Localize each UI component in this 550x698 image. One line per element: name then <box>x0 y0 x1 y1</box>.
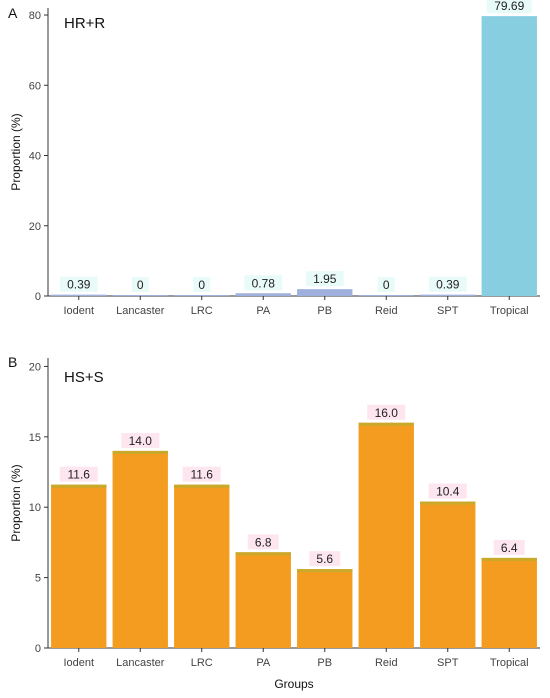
x-tick-label: LRC <box>191 657 213 669</box>
bar-top-edge <box>297 569 353 573</box>
x-tick-label: Iodent <box>63 305 94 317</box>
data-label-background <box>493 539 525 555</box>
data-label: 0.39 <box>67 278 91 292</box>
data-label: 1.95 <box>313 272 337 286</box>
x-axis-label: Groups <box>274 677 313 691</box>
data-label: 79.69 <box>494 0 524 13</box>
bar <box>358 295 414 296</box>
bar-top-edge <box>112 450 168 454</box>
panel-b: B HS+S Proportion (%) 0 5 10 15 20 11.6 Iodent 14.… <box>8 354 540 691</box>
bar <box>174 484 230 648</box>
data-label: 10.4 <box>436 485 460 499</box>
bar <box>481 16 537 297</box>
y-tick-label: 20 <box>29 221 41 233</box>
x-tick-label: PA <box>256 305 271 317</box>
data-label: 14.0 <box>129 434 153 448</box>
data-label-background <box>305 271 344 287</box>
bar <box>420 501 476 648</box>
bar <box>51 484 107 648</box>
bar <box>297 289 353 296</box>
data-label-background <box>428 483 467 499</box>
y-tick-label: 20 <box>29 361 41 373</box>
bar <box>174 295 230 296</box>
x-tick-label: PB <box>317 657 332 669</box>
x-tick-label: Reid <box>375 657 398 669</box>
y-tick-label: 0 <box>35 643 41 655</box>
data-label: 11.6 <box>68 468 91 482</box>
chart-title: HR+R <box>64 15 105 32</box>
data-label: 0.78 <box>252 276 276 290</box>
data-label-background <box>367 404 406 420</box>
bar-top-edge <box>174 484 230 488</box>
data-label-background <box>244 275 283 291</box>
bar <box>112 450 168 648</box>
y-tick-label: 5 <box>35 573 41 585</box>
panel-letter: B <box>8 354 17 370</box>
x-tick-label: Iodent <box>63 657 94 669</box>
y-tick-label: 40 <box>29 151 41 163</box>
panel-a: A HR+R Proportion (%) 0 20 40 60 80 0.39 Iodent 0 L… <box>8 0 540 317</box>
x-tick-label: SPT <box>437 657 459 669</box>
data-label-background <box>377 277 395 292</box>
bar <box>235 552 291 648</box>
x-tick-label: Lancaster <box>116 657 165 669</box>
x-tick-label: PA <box>256 657 271 669</box>
data-label-background <box>131 277 149 292</box>
data-label-background <box>309 551 341 567</box>
x-tick-label: LRC <box>191 305 213 317</box>
bar <box>112 295 168 296</box>
data-label: 16.0 <box>375 406 399 420</box>
data-label: 0 <box>198 278 205 292</box>
bar <box>358 422 414 648</box>
x-tick-label: SPT <box>437 305 459 317</box>
bar <box>420 294 476 296</box>
x-tick-label: Reid <box>375 305 398 317</box>
y-tick-label: 0 <box>35 291 41 303</box>
data-label: 0.39 <box>436 278 460 292</box>
panel-letter: A <box>8 5 18 21</box>
data-label: 0 <box>137 278 144 292</box>
bar <box>51 294 107 296</box>
data-label-background <box>59 466 98 482</box>
bar <box>235 293 291 296</box>
bar <box>481 557 537 648</box>
data-label-background <box>182 466 221 482</box>
y-tick-label: 15 <box>29 432 41 444</box>
data-label-background <box>247 534 279 550</box>
data-label: 11.6 <box>191 468 214 482</box>
bar-top-edge <box>51 484 107 488</box>
x-tick-label: Tropical <box>490 305 529 317</box>
y-tick-label: 10 <box>29 502 41 514</box>
data-label: 6.8 <box>255 535 272 549</box>
data-label-background <box>193 277 211 292</box>
y-tick-label: 60 <box>29 80 41 92</box>
data-label-background <box>428 276 467 292</box>
x-tick-label: PB <box>317 305 332 317</box>
y-axis-label: Proportion (%) <box>9 113 23 190</box>
data-label: 6.4 <box>501 541 518 555</box>
bar <box>297 569 353 648</box>
data-label: 5.6 <box>316 552 333 566</box>
x-tick-label: Lancaster <box>116 305 165 317</box>
chart-title: HS+S <box>64 369 104 386</box>
data-label: 0 <box>383 278 390 292</box>
y-tick-label: 80 <box>29 10 41 22</box>
x-tick-label: Tropical <box>490 657 529 669</box>
data-label-background <box>486 0 532 14</box>
bar-top-edge <box>420 501 476 505</box>
bar-top-edge <box>235 552 291 556</box>
data-label-background <box>59 276 98 292</box>
y-axis-label: Proportion (%) <box>9 464 23 541</box>
bar-top-edge <box>481 557 537 561</box>
bar-top-edge <box>358 422 414 426</box>
data-label-background <box>121 432 160 448</box>
